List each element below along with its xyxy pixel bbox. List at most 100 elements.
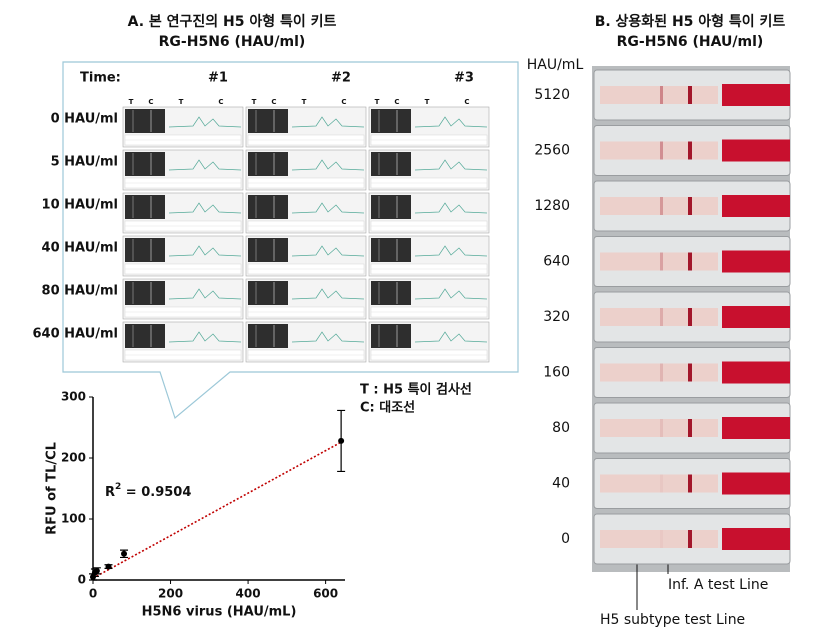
control-line — [688, 363, 692, 382]
test-line — [660, 474, 663, 493]
test-line — [660, 308, 663, 326]
profile — [168, 116, 242, 128]
strip-image — [125, 238, 165, 262]
lane-label: T — [129, 98, 134, 106]
strip — [600, 530, 718, 548]
test-line — [660, 252, 663, 271]
profile — [414, 202, 488, 214]
panel-b-subtitle: RG-H5N6 (HAU/ml) — [617, 34, 764, 50]
strip-image — [125, 324, 165, 348]
row-label: 0 HAU/ml — [51, 112, 118, 127]
tag — [722, 250, 790, 273]
point — [93, 567, 100, 574]
profile — [414, 159, 488, 171]
concentration-label: 40 — [552, 476, 570, 492]
row-label: 80 HAU/ml — [42, 284, 118, 299]
point — [338, 437, 345, 444]
lane-label: C — [341, 98, 346, 106]
profile — [414, 331, 488, 343]
profile — [168, 202, 242, 214]
control-line — [688, 474, 692, 493]
control-line — [688, 86, 692, 104]
strip — [600, 308, 718, 326]
profile — [168, 331, 242, 343]
strip-image — [371, 152, 411, 176]
lane-label: C — [394, 98, 399, 106]
concentration-label: 160 — [543, 365, 570, 381]
strip-image — [371, 324, 411, 348]
concentration-label: 320 — [543, 309, 570, 325]
tag — [722, 472, 790, 495]
column-header: #1 — [208, 71, 228, 86]
y-tick-label: 300 — [61, 390, 86, 404]
profile — [291, 245, 365, 257]
x-tick-label: 0 — [89, 587, 97, 601]
column-header: #2 — [331, 71, 351, 86]
lane-label: C — [218, 98, 223, 106]
sup: 2 — [115, 482, 121, 492]
strip-image — [371, 109, 411, 133]
profile — [291, 202, 365, 214]
strip-image — [125, 152, 165, 176]
strip-image — [125, 281, 165, 305]
control-line — [688, 308, 692, 326]
tag — [722, 417, 790, 439]
lane-label: T — [302, 98, 307, 106]
legend-c: C: 대조선 — [360, 400, 415, 416]
test-line — [660, 86, 663, 104]
strip-image — [125, 109, 165, 133]
profile — [414, 245, 488, 257]
inf-a-label: Inf. A test Line — [668, 577, 768, 593]
panel-b-title: B. 상용화된 H5 아형 특이 키트 — [595, 13, 786, 30]
strip-image — [248, 238, 288, 262]
concentration-label: 2560 — [534, 143, 570, 159]
tag — [722, 528, 790, 550]
strip-image — [248, 152, 288, 176]
concentration-label: 0 — [561, 531, 570, 547]
control-line — [688, 530, 692, 548]
tag — [722, 306, 790, 328]
point — [121, 550, 128, 557]
h5-label: H5 subtype test Line — [600, 612, 745, 628]
profile — [291, 331, 365, 343]
strip — [600, 474, 718, 493]
strip-image — [371, 281, 411, 305]
x-tick-label: 200 — [158, 587, 183, 601]
profile — [414, 116, 488, 128]
strip — [600, 363, 718, 382]
lane-label: T — [375, 98, 380, 106]
trendline — [92, 441, 342, 579]
column-header: #3 — [454, 71, 474, 86]
concentration-label: 640 — [543, 254, 570, 270]
panel-a-title: A. 본 연구진의 H5 아형 특이 키트 — [128, 13, 337, 30]
r: R — [105, 485, 115, 500]
point — [105, 563, 112, 570]
control-line — [688, 197, 692, 215]
concentration-label: 5120 — [534, 87, 570, 103]
test-line — [660, 419, 663, 437]
lane-label: T — [179, 98, 184, 106]
panel-a-subtitle: RG-H5N6 (HAU/ml) — [159, 34, 306, 50]
x-tick-label: 600 — [313, 587, 338, 601]
strip-image — [125, 195, 165, 219]
strip-image — [371, 195, 411, 219]
control-line — [688, 252, 692, 271]
tag — [722, 139, 790, 162]
profile — [168, 245, 242, 257]
r-squared: R2 = 0.9504 — [105, 482, 191, 500]
strip-image — [248, 281, 288, 305]
unit-label: HAU/mL — [527, 57, 584, 73]
row-label: 640 HAU/ml — [32, 327, 118, 342]
concentration-label: 1280 — [534, 198, 570, 214]
x-axis-label: H5N6 virus (HAU/mL) — [142, 605, 297, 620]
legend-t: T : H5 특이 검사선 — [360, 382, 472, 398]
y-tick-label: 0 — [78, 573, 86, 587]
profile — [168, 288, 242, 300]
lane-label: T — [425, 98, 430, 106]
lane-label: T — [252, 98, 257, 106]
profile — [291, 116, 365, 128]
time-label: Time: — [80, 71, 121, 86]
strip-image — [248, 324, 288, 348]
row-label: 10 HAU/ml — [42, 198, 118, 213]
